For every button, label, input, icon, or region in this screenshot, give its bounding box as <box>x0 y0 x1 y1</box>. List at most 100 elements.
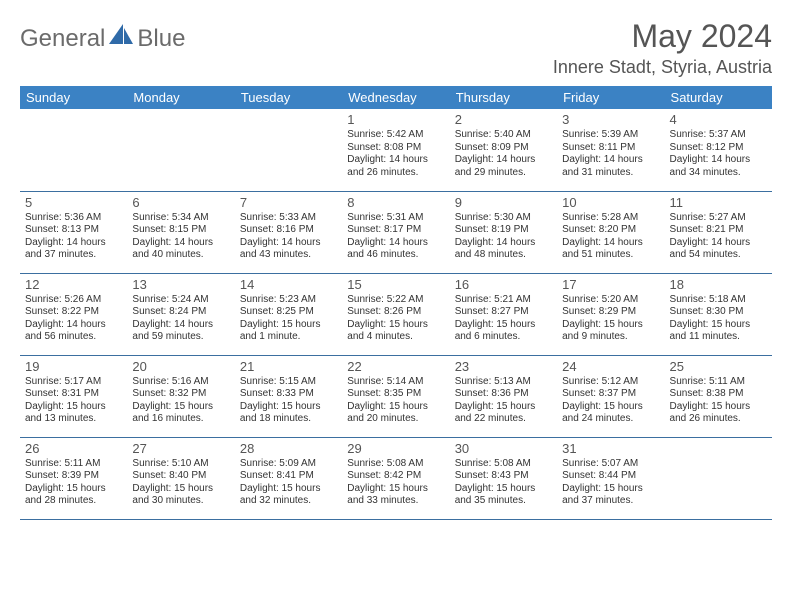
sunset-line: Sunset: 8:44 PM <box>562 470 659 483</box>
sunrise-line: Sunrise: 5:30 AM <box>455 212 552 225</box>
daylight-line: Daylight: 15 hours and 22 minutes. <box>455 401 552 426</box>
calendar-cell: 25Sunrise: 5:11 AMSunset: 8:38 PMDayligh… <box>665 355 772 437</box>
calendar-cell: 31Sunrise: 5:07 AMSunset: 8:44 PMDayligh… <box>557 437 664 519</box>
sunrise-line: Sunrise: 5:08 AM <box>347 458 444 471</box>
daylight-line: Daylight: 14 hours and 54 minutes. <box>670 237 767 262</box>
calendar-cell: 9Sunrise: 5:30 AMSunset: 8:19 PMDaylight… <box>450 191 557 273</box>
day-number: 16 <box>455 277 552 293</box>
daylight-line: Daylight: 15 hours and 20 minutes. <box>347 401 444 426</box>
day-number: 5 <box>25 195 122 211</box>
weekday-header: Saturday <box>665 86 772 109</box>
calendar-cell: 6Sunrise: 5:34 AMSunset: 8:15 PMDaylight… <box>127 191 234 273</box>
weekday-header: Sunday <box>20 86 127 109</box>
sunset-line: Sunset: 8:19 PM <box>455 224 552 237</box>
sunset-line: Sunset: 8:27 PM <box>455 306 552 319</box>
sunset-line: Sunset: 8:37 PM <box>562 388 659 401</box>
day-number: 3 <box>562 112 659 128</box>
day-number: 10 <box>562 195 659 211</box>
sunset-line: Sunset: 8:26 PM <box>347 306 444 319</box>
day-number: 11 <box>670 195 767 211</box>
day-number: 8 <box>347 195 444 211</box>
sunrise-line: Sunrise: 5:21 AM <box>455 294 552 307</box>
logo: General Blue <box>20 24 185 53</box>
sunrise-line: Sunrise: 5:09 AM <box>240 458 337 471</box>
sunrise-line: Sunrise: 5:26 AM <box>25 294 122 307</box>
day-number: 6 <box>132 195 229 211</box>
weekday-header-row: SundayMondayTuesdayWednesdayThursdayFrid… <box>20 86 772 109</box>
calendar-cell: 24Sunrise: 5:12 AMSunset: 8:37 PMDayligh… <box>557 355 664 437</box>
day-number: 20 <box>132 359 229 375</box>
calendar-cell: 28Sunrise: 5:09 AMSunset: 8:41 PMDayligh… <box>235 437 342 519</box>
calendar-cell: 23Sunrise: 5:13 AMSunset: 8:36 PMDayligh… <box>450 355 557 437</box>
daylight-line: Daylight: 15 hours and 6 minutes. <box>455 319 552 344</box>
sunrise-line: Sunrise: 5:22 AM <box>347 294 444 307</box>
daylight-line: Daylight: 15 hours and 35 minutes. <box>455 483 552 508</box>
calendar-cell: 13Sunrise: 5:24 AMSunset: 8:24 PMDayligh… <box>127 273 234 355</box>
sunrise-line: Sunrise: 5:27 AM <box>670 212 767 225</box>
day-number: 28 <box>240 441 337 457</box>
calendar-cell: 14Sunrise: 5:23 AMSunset: 8:25 PMDayligh… <box>235 273 342 355</box>
location: Innere Stadt, Styria, Austria <box>553 57 772 78</box>
calendar-cell: 5Sunrise: 5:36 AMSunset: 8:13 PMDaylight… <box>20 191 127 273</box>
weekday-header: Wednesday <box>342 86 449 109</box>
calendar-cell: 10Sunrise: 5:28 AMSunset: 8:20 PMDayligh… <box>557 191 664 273</box>
sunset-line: Sunset: 8:35 PM <box>347 388 444 401</box>
sunrise-line: Sunrise: 5:11 AM <box>670 376 767 389</box>
sunrise-line: Sunrise: 5:33 AM <box>240 212 337 225</box>
day-number: 31 <box>562 441 659 457</box>
sunrise-line: Sunrise: 5:23 AM <box>240 294 337 307</box>
daylight-line: Daylight: 14 hours and 26 minutes. <box>347 154 444 179</box>
logo-text-general: General <box>20 25 105 53</box>
daylight-line: Daylight: 15 hours and 13 minutes. <box>25 401 122 426</box>
daylight-line: Daylight: 15 hours and 30 minutes. <box>132 483 229 508</box>
day-number: 1 <box>347 112 444 128</box>
daylight-line: Daylight: 14 hours and 56 minutes. <box>25 319 122 344</box>
calendar-row: 1Sunrise: 5:42 AMSunset: 8:08 PMDaylight… <box>20 109 772 191</box>
calendar-cell: 18Sunrise: 5:18 AMSunset: 8:30 PMDayligh… <box>665 273 772 355</box>
day-number: 12 <box>25 277 122 293</box>
sunset-line: Sunset: 8:36 PM <box>455 388 552 401</box>
calendar-cell: 29Sunrise: 5:08 AMSunset: 8:42 PMDayligh… <box>342 437 449 519</box>
sunset-line: Sunset: 8:29 PM <box>562 306 659 319</box>
sunrise-line: Sunrise: 5:13 AM <box>455 376 552 389</box>
daylight-line: Daylight: 15 hours and 4 minutes. <box>347 319 444 344</box>
daylight-line: Daylight: 14 hours and 37 minutes. <box>25 237 122 262</box>
sunset-line: Sunset: 8:09 PM <box>455 142 552 155</box>
weekday-header: Tuesday <box>235 86 342 109</box>
sunset-line: Sunset: 8:43 PM <box>455 470 552 483</box>
calendar-cell: 12Sunrise: 5:26 AMSunset: 8:22 PMDayligh… <box>20 273 127 355</box>
daylight-line: Daylight: 14 hours and 34 minutes. <box>670 154 767 179</box>
sunset-line: Sunset: 8:15 PM <box>132 224 229 237</box>
sunrise-line: Sunrise: 5:11 AM <box>25 458 122 471</box>
calendar-cell: 8Sunrise: 5:31 AMSunset: 8:17 PMDaylight… <box>342 191 449 273</box>
day-number: 14 <box>240 277 337 293</box>
calendar-cell: 30Sunrise: 5:08 AMSunset: 8:43 PMDayligh… <box>450 437 557 519</box>
calendar-cell <box>127 109 234 191</box>
sunset-line: Sunset: 8:08 PM <box>347 142 444 155</box>
calendar-cell: 2Sunrise: 5:40 AMSunset: 8:09 PMDaylight… <box>450 109 557 191</box>
sunset-line: Sunset: 8:24 PM <box>132 306 229 319</box>
header: General Blue May 2024 Innere Stadt, Styr… <box>20 18 772 78</box>
daylight-line: Daylight: 14 hours and 51 minutes. <box>562 237 659 262</box>
month-title: May 2024 <box>553 18 772 55</box>
day-number: 15 <box>347 277 444 293</box>
calendar-cell: 16Sunrise: 5:21 AMSunset: 8:27 PMDayligh… <box>450 273 557 355</box>
calendar-table: SundayMondayTuesdayWednesdayThursdayFrid… <box>20 86 772 520</box>
daylight-line: Daylight: 14 hours and 48 minutes. <box>455 237 552 262</box>
calendar-cell <box>20 109 127 191</box>
sunset-line: Sunset: 8:17 PM <box>347 224 444 237</box>
daylight-line: Daylight: 15 hours and 11 minutes. <box>670 319 767 344</box>
day-number: 13 <box>132 277 229 293</box>
day-number: 27 <box>132 441 229 457</box>
sunrise-line: Sunrise: 5:15 AM <box>240 376 337 389</box>
sunrise-line: Sunrise: 5:42 AM <box>347 129 444 142</box>
sunset-line: Sunset: 8:13 PM <box>25 224 122 237</box>
weekday-header: Friday <box>557 86 664 109</box>
daylight-line: Daylight: 15 hours and 26 minutes. <box>670 401 767 426</box>
sunrise-line: Sunrise: 5:10 AM <box>132 458 229 471</box>
calendar-cell <box>235 109 342 191</box>
sunset-line: Sunset: 8:20 PM <box>562 224 659 237</box>
day-number: 24 <box>562 359 659 375</box>
sunset-line: Sunset: 8:32 PM <box>132 388 229 401</box>
calendar-cell: 15Sunrise: 5:22 AMSunset: 8:26 PMDayligh… <box>342 273 449 355</box>
